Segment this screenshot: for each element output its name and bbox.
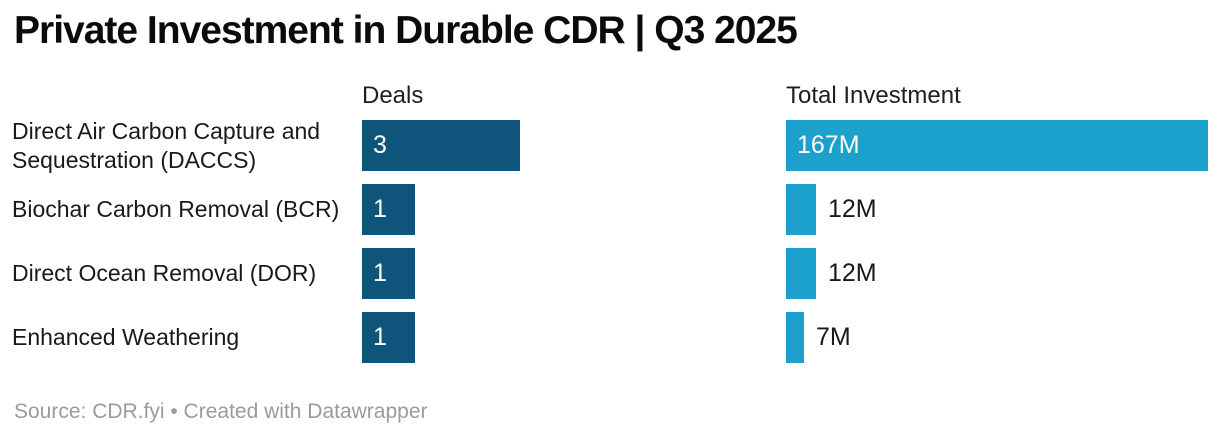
category-label: Direct Air Carbon Capture and Sequestrat… [12,118,321,173]
chart-row-dor: Direct Ocean Removal (DOR) 1 12M [0,248,1220,299]
deals-value-label: 1 [373,323,387,351]
category-label: Direct Ocean Removal (DOR) [12,260,317,287]
investment-value-label: 12M [828,195,877,223]
chart-row-daccs: Direct Air Carbon Capture and Sequestrat… [0,118,1220,173]
category-label: Enhanced Weathering [12,324,240,351]
deals-bar: 1 [362,184,415,235]
deals-bar: 3 [362,120,520,171]
investment-bar [786,184,816,235]
investment-value-label: 7M [816,323,851,351]
investment-value-label: 12M [828,259,877,287]
investment-bar [786,248,816,299]
chart-row-bcr: Biochar Carbon Removal (BCR) 1 12M [0,184,1220,235]
deals-value-label: 1 [373,259,387,287]
investment-value-label: 167M [797,131,860,159]
deals-value-label: 3 [373,131,387,159]
chart-row-enhanced-weathering: Enhanced Weathering 1 7M [0,312,1220,363]
deals-value-label: 1 [373,195,387,223]
category-label: Biochar Carbon Removal (BCR) [12,196,340,223]
column-header-deals: Deals [362,82,424,109]
investment-bar [786,312,804,363]
column-header-investment: Total Investment [786,82,961,109]
deals-bar: 1 [362,312,415,363]
investment-bar [786,120,1208,171]
chart-title: Private Investment in Durable CDR | Q3 2… [14,9,798,52]
deals-bar: 1 [362,248,415,299]
source-note: Source: CDR.fyi • Created with Datawrapp… [14,400,428,423]
